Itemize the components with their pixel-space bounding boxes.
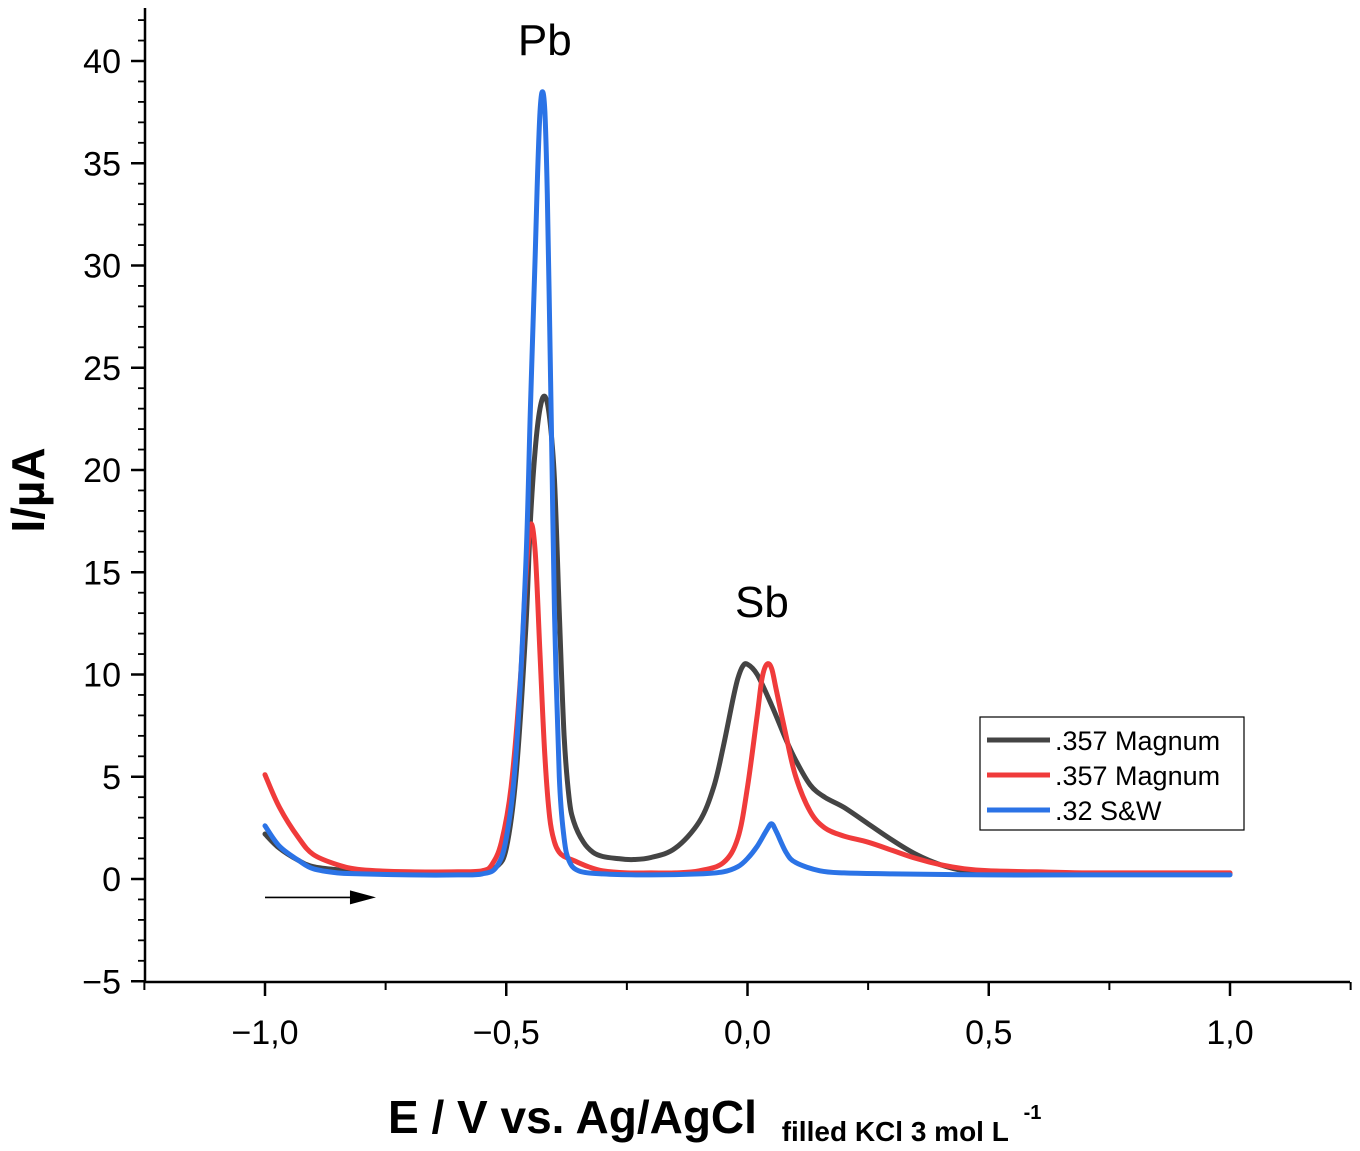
annotation-pb-label: Pb <box>518 16 572 65</box>
series-lines <box>262 89 1233 878</box>
y-tick-label: 35 <box>83 145 121 183</box>
x-tick-label: 1,0 <box>1206 1014 1253 1052</box>
y-tick-label: 40 <box>83 43 121 81</box>
y-tick-label: 30 <box>83 248 121 286</box>
y-tick-label: 10 <box>83 657 121 695</box>
x-tick-label: 0,5 <box>965 1014 1012 1052</box>
x-axis-title: E / V vs. Ag/AgCl filled KCl 3 mol L -1 <box>388 1091 1041 1151</box>
annotation-sb-label: Sb <box>735 578 789 627</box>
series-32-sw-blue <box>262 89 1233 878</box>
y-tick-label: 15 <box>83 554 121 592</box>
y-tick-label: 5 <box>102 759 121 797</box>
x-tick-label: −1,0 <box>231 1014 298 1052</box>
legend: .357 Magnum .357 Magnum .32 S&W <box>979 716 1245 831</box>
x-tick-label: −0,5 <box>473 1014 540 1052</box>
scan-arrow-head <box>349 890 376 905</box>
axis-tick-labels: −1,0 −0,5 0,0 0,5 1,0 −5 0 5 10 15 20 25 30 35 40 <box>82 43 1253 1052</box>
axis-ticks <box>131 19 1352 996</box>
y-tick-label: 0 <box>102 861 121 899</box>
legend-label-32-sw-blue: .32 S&W <box>1055 796 1162 826</box>
scan-direction-arrow <box>265 890 376 905</box>
y-tick-label: −5 <box>82 963 121 1001</box>
y-tick-label: 20 <box>83 452 121 490</box>
y-tick-label: 25 <box>83 350 121 388</box>
legend-label-357-magnum-red: .357 Magnum <box>1055 761 1220 791</box>
legend-label-357-magnum-gray: .357 Magnum <box>1055 726 1220 756</box>
x-axis-title-main: E / V vs. Ag/AgCl <box>388 1091 757 1143</box>
x-axis-title-subscript: filled KCl 3 mol L <box>782 1116 1009 1147</box>
x-axis-title-superscript: -1 <box>1024 1102 1042 1124</box>
x-tick-label: 0,0 <box>724 1014 771 1052</box>
y-axis-title: I/µA <box>2 447 54 532</box>
